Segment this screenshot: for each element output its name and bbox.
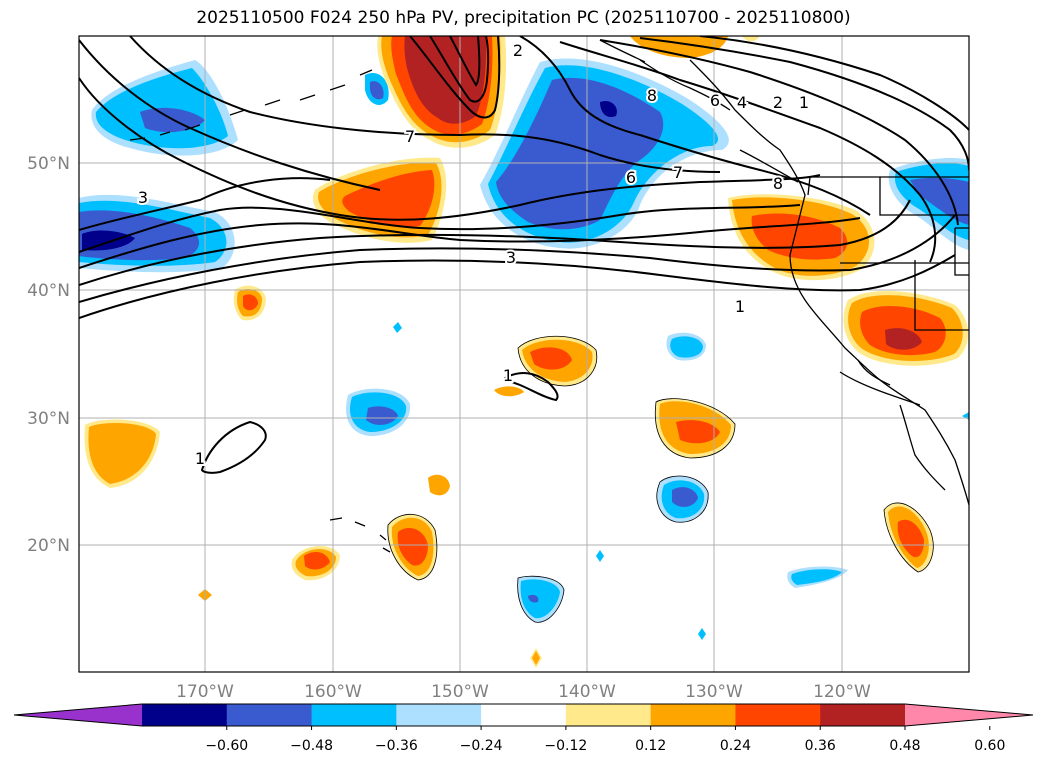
positive-anomaly-west-coast-north (728, 194, 875, 281)
positive-anomaly-west-subtropical (84, 419, 160, 488)
lon-label-130w: 130°W (685, 682, 743, 702)
colorbar-outline (13, 703, 1034, 727)
lon-label-120w: 120°W (813, 682, 871, 702)
negative-anomaly-subtropical-a (346, 388, 411, 436)
colorbar-segment (565, 704, 652, 726)
positive-anomaly-tiny (198, 474, 542, 668)
positive-anomaly-hawaii (387, 514, 437, 580)
colorbar-segment (311, 704, 397, 726)
colorbar-segment (481, 704, 567, 726)
negative-anomaly-baja (787, 566, 848, 588)
positive-anomaly-subtropical-a (494, 336, 597, 397)
colorbar-segment (735, 704, 821, 726)
positive-anomaly-west-hawaii (291, 545, 340, 581)
pv-label: 3 (506, 248, 516, 267)
positive-anomaly-small-west (233, 285, 266, 321)
pv-label: 1 (195, 449, 205, 468)
pv-label: 6 (626, 168, 636, 187)
colorbar-tick-label: 0.12 (635, 738, 666, 754)
pv-label: 3 (138, 188, 148, 207)
pv-label: 8 (647, 86, 657, 105)
pv-label: 6 (710, 91, 720, 110)
lat-label-20n: 20°N (27, 536, 70, 556)
negative-anomaly-tiny (393, 322, 969, 640)
map-layers (79, 36, 969, 672)
colorbar: −0.60 −0.48 −0.36 −0.24 −0.12 0.12 0.24 0.36 0.4… (13, 703, 1034, 754)
pv-label: 1 (799, 93, 809, 112)
pv-contour-labels: 2 7 3 6 7 8 6 4 2 1 8 1 1 1 3 (136, 39, 811, 470)
colorbar-tick-label: −0.60 (205, 738, 248, 754)
lat-label-50n: 50°N (27, 154, 70, 174)
pv-label: 2 (513, 41, 523, 60)
colorbar-segment (650, 704, 736, 726)
positive-anomaly-north-east (630, 36, 760, 58)
pv-label: 7 (673, 163, 683, 182)
colorbar-segment (820, 704, 906, 726)
lon-label-170w: 170°W (176, 682, 234, 702)
lon-label-140w: 140°W (558, 682, 616, 702)
colorbar-segment (396, 704, 482, 726)
negative-anomaly-subtropical-c (656, 476, 709, 523)
pv-label: 1 (735, 297, 745, 316)
pv-label: 7 (405, 127, 415, 146)
colorbar-tick-label: −0.36 (375, 738, 418, 754)
colorbar-segment (142, 704, 228, 726)
gridlines (79, 36, 969, 672)
colorbar-tick-label: 0.24 (720, 738, 751, 754)
pv-label: 1 (503, 366, 513, 385)
pv-label: 8 (773, 174, 783, 193)
colorbar-segment (226, 704, 313, 726)
lon-label-160w: 160°W (304, 682, 362, 702)
negative-anomaly-subtropical-d (517, 576, 564, 623)
map-title: 2025110500 F024 250 hPa PV, precipitatio… (196, 8, 851, 28)
longitude-labels: 170°W 160°W 150°W 140°W 130°W 120°W (176, 682, 871, 702)
colorbar-tick-label: 0.60 (974, 738, 1005, 754)
pv-label: 4 (737, 93, 747, 112)
colorbar-extend-max (905, 704, 1033, 726)
pv-label: 2 (773, 93, 783, 112)
positive-anomaly-california (843, 290, 969, 366)
colorbar-tick-label: 0.48 (889, 738, 920, 754)
lat-label-40n: 40°N (27, 281, 70, 301)
colorbar-tick-label: −0.24 (460, 738, 503, 754)
map-frame (78, 35, 970, 673)
positive-anomaly-mexico (884, 502, 934, 572)
positive-anomaly-subtropical-b (655, 398, 735, 458)
lat-label-30n: 30°N (27, 409, 70, 429)
colorbar-tick-label: 0.36 (805, 738, 836, 754)
colorbar-extend-min (14, 704, 142, 726)
colorbar-tick-label: −0.12 (544, 738, 587, 754)
negative-anomaly-subtropical-b (666, 332, 706, 361)
anomaly-outlines (387, 335, 934, 623)
colorbar-tick-label: −0.48 (290, 738, 333, 754)
lon-label-150w: 150°W (431, 682, 489, 702)
pv-contours (79, 36, 969, 474)
negative-anomaly-small-north (365, 72, 389, 105)
latitude-labels: 50°N 40°N 30°N 20°N (27, 154, 70, 556)
